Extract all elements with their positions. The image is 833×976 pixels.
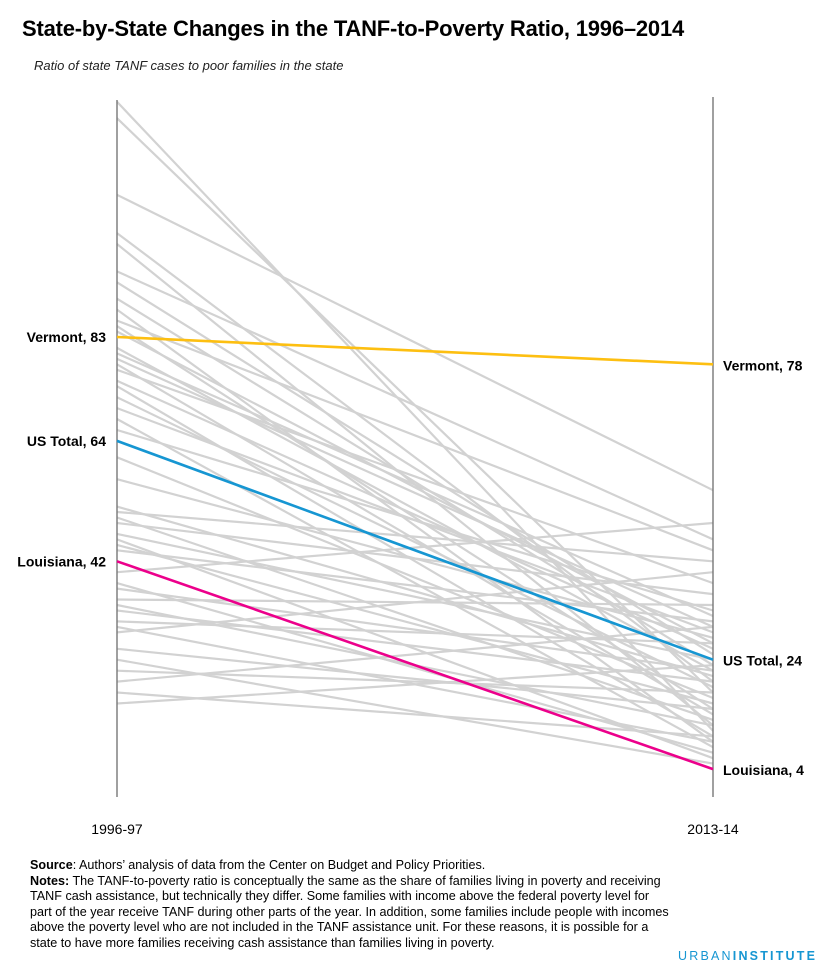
notes-paragraph: Notes: The TANF-to-poverty ratio is conc…: [30, 874, 670, 952]
louisiana-end-label: Louisiana, 4: [723, 762, 804, 778]
state-line-11: [116, 325, 714, 710]
state-line-34: [116, 582, 714, 754]
state-line-43: [116, 658, 714, 765]
source-line: Source: Authors’ analysis of data from t…: [30, 858, 670, 874]
state-line-4: [116, 232, 714, 683]
chart-title: State-by-State Changes in the TANF-to-Po…: [22, 16, 685, 41]
urban-institute-logo: URBANINSTITUTE: [678, 949, 817, 963]
x-tick-1996-97: 1996-97: [91, 821, 143, 837]
state-line-47: [116, 664, 714, 705]
source-text: : Authors’ analysis of data from the Cen…: [72, 858, 486, 872]
state-line-12: [116, 330, 714, 645]
state-line-22: [116, 428, 714, 612]
state-line-41: [116, 571, 714, 634]
state-line-46: [116, 691, 714, 738]
us-total-line: [116, 439, 714, 661]
state-line-9: [116, 308, 714, 743]
state-line-16: [116, 368, 714, 585]
state-line-48: [116, 352, 714, 618]
state-line-31: [116, 543, 714, 705]
highlighted-lines: [116, 335, 714, 771]
state-line-39: [116, 620, 714, 645]
state-line-21: [116, 418, 714, 749]
vermont-start-label: Vermont, 83: [27, 329, 107, 345]
state-line-44: [116, 669, 714, 694]
louisiana-line: [116, 560, 714, 771]
state-line-13: [116, 346, 714, 672]
state-line-35: [116, 587, 714, 672]
logo-part-institute: INSTITUTE: [732, 949, 818, 963]
state-line-33: [116, 521, 714, 574]
chart-subtitle: Ratio of state TANF cases to poor famili…: [34, 58, 344, 73]
state-line-6: [116, 270, 714, 541]
state-line-3: [116, 193, 714, 492]
state-line-26: [116, 510, 714, 563]
state-line-27: [116, 516, 714, 721]
other-state-lines: [116, 101, 714, 765]
state-line-1: [116, 101, 714, 732]
us-total-end-label: US Total, 24: [723, 653, 802, 669]
notes-text: The TANF-to-poverty ratio is conceptuall…: [30, 873, 669, 950]
state-line-32: [116, 549, 714, 623]
vermont-end-label: Vermont, 78: [723, 357, 803, 373]
highlighted-labels: Vermont, 83 Vermont, 78 US Total, 64 US Tot…: [17, 329, 804, 778]
state-line-45: [116, 625, 714, 683]
logo-part-urban: URBAN: [678, 949, 733, 963]
state-line-10: [116, 319, 714, 552]
louisiana-start-label: Louisiana, 42: [17, 553, 106, 569]
source-label: Source: [30, 858, 73, 872]
state-line-42: [116, 647, 714, 711]
notes-block: Source: Authors’ analysis of data from t…: [30, 858, 670, 952]
x-tick-2013-14: 2013-14: [687, 821, 739, 837]
notes-label: Notes:: [30, 873, 70, 888]
us-total-start-label: US Total, 64: [27, 433, 106, 449]
vermont-line: [116, 335, 714, 366]
